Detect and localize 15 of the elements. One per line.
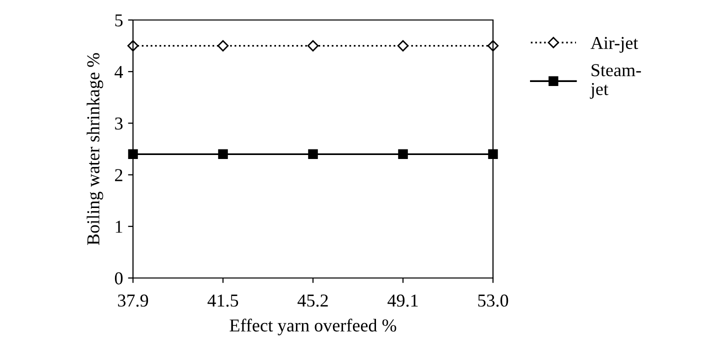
legend-label: Air-jet — [590, 36, 638, 53]
y-axis-title: Boiling water shrinkage % — [86, 53, 104, 246]
legend-label: Steam- jet — [590, 64, 641, 99]
y-tick-label: 1 — [116, 220, 122, 233]
x-tick-label: 49.1 — [388, 294, 418, 307]
x-axis-title: Effect yarn overfeed % — [230, 318, 396, 336]
y-tick-label: 5 — [115, 14, 123, 26]
x-tick-label: 53.0 — [478, 294, 508, 307]
y-tick-label: 2 — [115, 169, 122, 182]
y-tick-label: 3 — [115, 118, 123, 130]
x-tick-label: 41.5 — [208, 294, 238, 307]
x-tick-label: 45.2 — [298, 294, 328, 307]
y-tick-label: 4 — [114, 66, 123, 78]
x-tick-label: 37.9 — [118, 294, 148, 307]
y-tick-label: 0 — [114, 272, 123, 284]
